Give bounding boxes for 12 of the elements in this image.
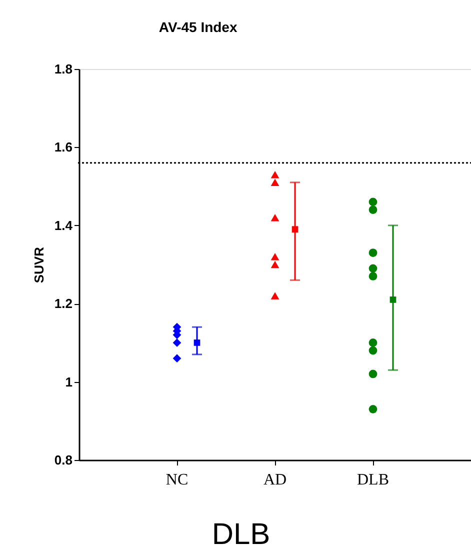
y-tick-label: 1 (65, 374, 72, 390)
y-tick-label: 0.8 (54, 452, 72, 468)
chart-title: AV-45 Index (158, 19, 238, 35)
y-tick-label: 1.6 (54, 140, 72, 155)
x-tick-label: AD (263, 472, 287, 488)
y-axis-title: SUVR (31, 246, 46, 284)
y-tick-label: 1.2 (54, 296, 72, 312)
x-tick-label: DLB (357, 472, 389, 488)
y-tick-label: 1.8 (54, 62, 72, 76)
text: DLB (212, 518, 270, 551)
y-tick-label: 1.4 (54, 218, 74, 233)
x-tick-label: NC (166, 472, 188, 488)
